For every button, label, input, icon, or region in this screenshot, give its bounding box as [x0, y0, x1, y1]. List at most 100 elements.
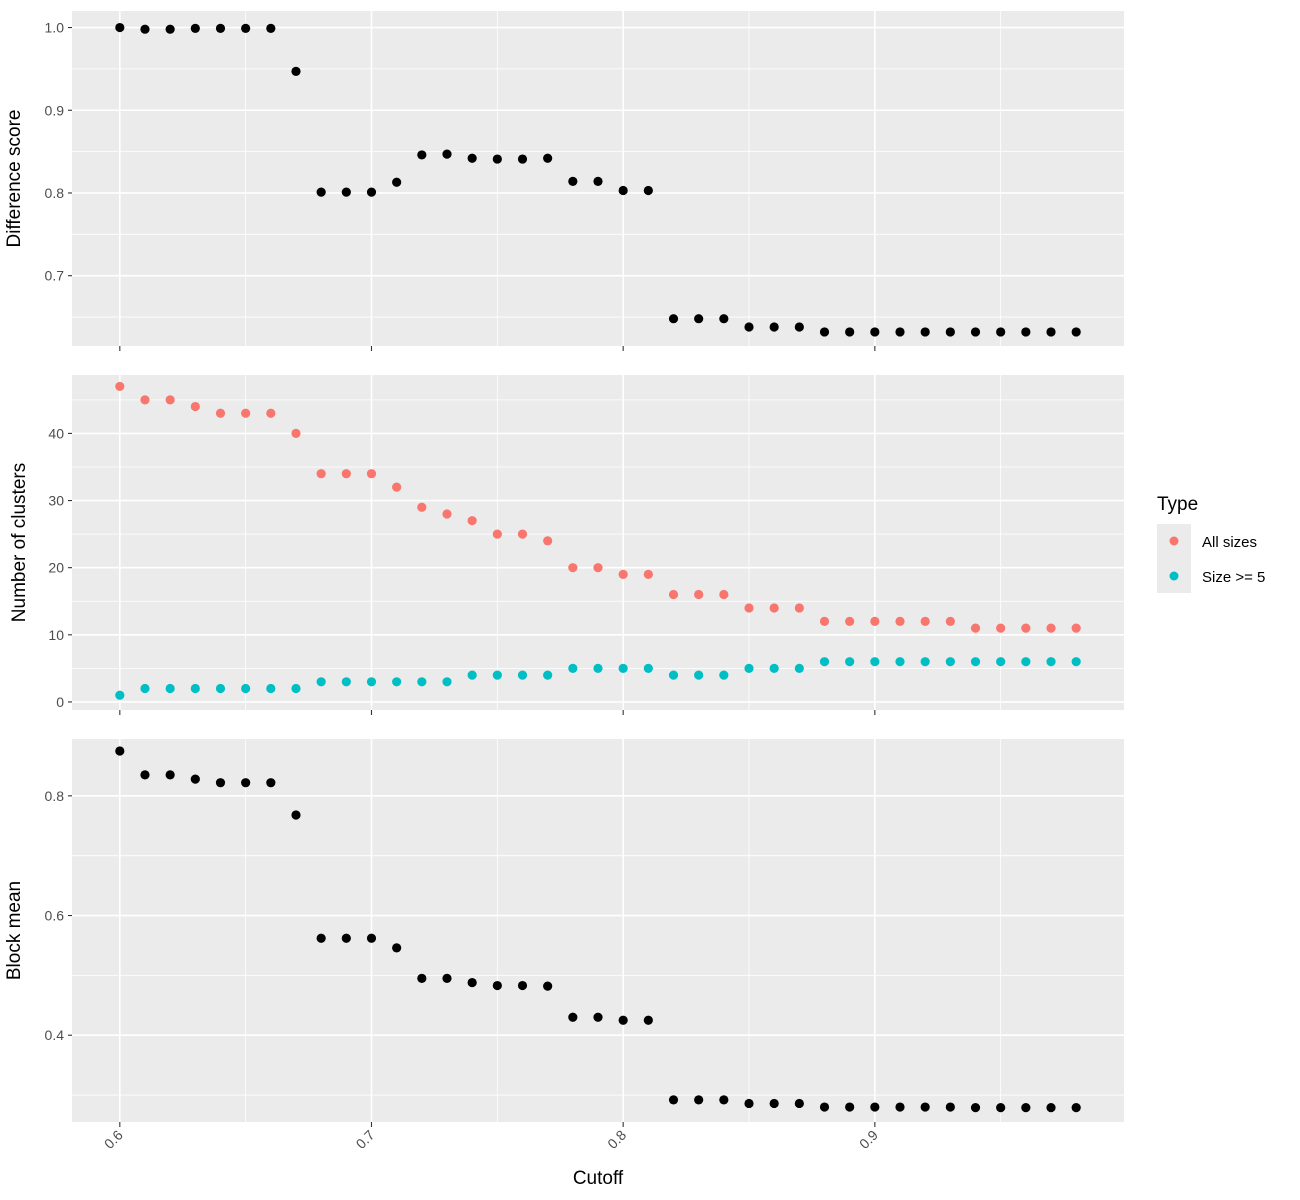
data-point [492, 980, 502, 991]
data-point [190, 401, 200, 412]
y-tick-label: 0.9 [45, 102, 65, 118]
data-point [291, 810, 301, 820]
data-point [845, 657, 855, 667]
data-point [593, 1012, 603, 1022]
data-point [1046, 327, 1056, 337]
data-point [945, 1102, 955, 1112]
data-point [819, 657, 830, 667]
y-tick-label: 1.0 [45, 20, 65, 36]
data-point [366, 187, 377, 197]
data-point [870, 1102, 880, 1112]
data-point [920, 616, 930, 626]
data-point [341, 187, 351, 197]
data-point [794, 322, 804, 332]
data-point [1021, 1103, 1031, 1113]
data-point [366, 469, 377, 479]
data-point [115, 746, 125, 756]
panel-2: 0 10 20 30 40 Number of clusters [9, 375, 1124, 715]
data-point [517, 980, 528, 991]
data-point [392, 177, 402, 187]
data-point [719, 670, 729, 680]
data-point [316, 933, 326, 943]
data-point [643, 1015, 653, 1025]
data-point [215, 683, 226, 694]
data-point [593, 563, 603, 573]
data-point [769, 663, 779, 673]
data-point [492, 529, 502, 539]
data-point [744, 603, 754, 613]
data-point [694, 314, 704, 324]
y-axis-title: Block mean [4, 881, 25, 980]
y-tick-label: 0.8 [45, 788, 65, 804]
x-tick-label: 0.9 [856, 1127, 881, 1152]
data-point [190, 23, 200, 33]
data-point [417, 677, 427, 687]
data-point [970, 1103, 981, 1113]
data-point [115, 381, 125, 392]
data-point [543, 670, 553, 680]
x-tick-label: 0.6 [101, 1127, 126, 1152]
legend-key-all-sizes [1169, 536, 1179, 546]
data-point [543, 153, 553, 163]
data-point [568, 1012, 578, 1022]
data-point [845, 616, 855, 626]
data-point [668, 589, 679, 600]
data-point [417, 150, 427, 160]
data-point [694, 1095, 704, 1105]
panels-group: 0.7 0.8 0.9 1.0 Difference score 0 10 20 30 40 Num… [4, 11, 1124, 1152]
data-point [769, 603, 779, 613]
panel-background [72, 739, 1124, 1122]
y-tick-label: 0.6 [45, 908, 65, 924]
data-point [316, 677, 326, 687]
data-point [266, 683, 276, 694]
data-point [190, 683, 200, 694]
data-point [115, 22, 125, 33]
data-point [517, 670, 528, 680]
data-point [543, 981, 553, 991]
data-point [794, 663, 804, 673]
data-point [241, 778, 251, 788]
data-point [744, 322, 754, 332]
y-axis-title: Number of clusters [9, 463, 30, 622]
data-point [996, 623, 1006, 633]
data-point [618, 663, 628, 673]
data-point [769, 322, 779, 332]
y-tick-label: 20 [48, 560, 64, 576]
data-point [895, 327, 905, 337]
data-point [668, 1095, 679, 1105]
data-point [996, 327, 1006, 337]
legend-label-all-sizes: All sizes [1202, 534, 1257, 551]
data-point [140, 395, 150, 405]
data-point [165, 770, 175, 780]
data-point [568, 663, 578, 673]
data-point [140, 770, 150, 780]
data-point [719, 589, 729, 600]
data-point [819, 1102, 830, 1112]
panel-3: 0.4 0.6 0.8 Block mean [4, 739, 1124, 1127]
legend-key-size-5 [1169, 571, 1179, 581]
data-point [970, 657, 981, 667]
data-point [517, 154, 528, 164]
data-point [568, 176, 578, 186]
data-point [266, 408, 276, 418]
panel-1: 0.7 0.8 0.9 1.0 Difference score [4, 11, 1124, 351]
data-point [392, 482, 402, 492]
data-point [215, 408, 226, 418]
legend: Type All sizes Size >= 5 [1157, 494, 1265, 593]
data-point [870, 657, 880, 667]
data-point [719, 1095, 729, 1105]
data-point [618, 185, 628, 196]
data-point [870, 616, 880, 626]
data-point [819, 616, 830, 626]
data-point [1046, 1103, 1056, 1113]
data-point [970, 327, 981, 337]
data-point [543, 536, 553, 546]
data-point [417, 502, 427, 512]
data-point [1046, 623, 1056, 633]
data-point [266, 23, 276, 33]
x-axis-title: Cutoff [573, 1168, 624, 1189]
data-point [517, 529, 528, 539]
data-point [266, 778, 276, 788]
data-point [895, 657, 905, 667]
